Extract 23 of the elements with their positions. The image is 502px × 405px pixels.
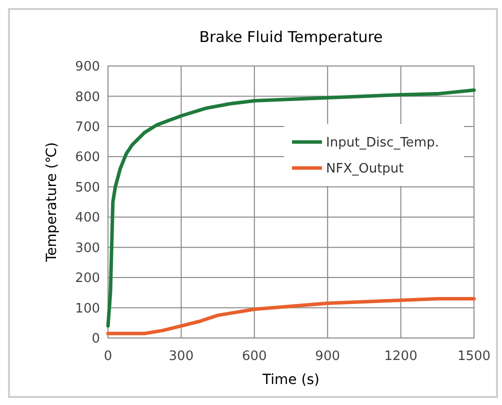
y-tick-label: 600 — [75, 150, 100, 166]
y-tick-label: 800 — [75, 90, 100, 105]
legend-label: Input_Disc_Temp. — [326, 136, 439, 151]
x-tick-label: 600 — [242, 349, 267, 364]
line-series — [106, 296, 476, 336]
y-tick-label: 700 — [75, 120, 100, 135]
x-tick-label: 900 — [315, 349, 340, 364]
y-tick-label: 900 — [75, 60, 100, 75]
y-tick-label: 100 — [75, 301, 100, 316]
y-tick-label: 200 — [75, 271, 100, 286]
y-tick-label: 500 — [75, 180, 100, 196]
chart-title: Brake Fluid Temperature — [199, 28, 383, 46]
y-tick-label: 0 — [92, 332, 100, 347]
line-series — [106, 88, 476, 328]
y-tick-label: 400 — [75, 210, 100, 226]
x-axis-title: Time (s) — [262, 372, 320, 388]
y-tick-label: 300 — [75, 240, 100, 256]
y-axis-title: Temperature (℃) — [44, 142, 60, 263]
x-tick-label: 0 — [104, 349, 112, 364]
x-tick-label: 1500 — [457, 349, 491, 364]
x-tick-label: 1200 — [384, 349, 418, 364]
legend-label: NFX_Output — [326, 162, 404, 177]
x-tick-label: 300 — [168, 349, 194, 364]
